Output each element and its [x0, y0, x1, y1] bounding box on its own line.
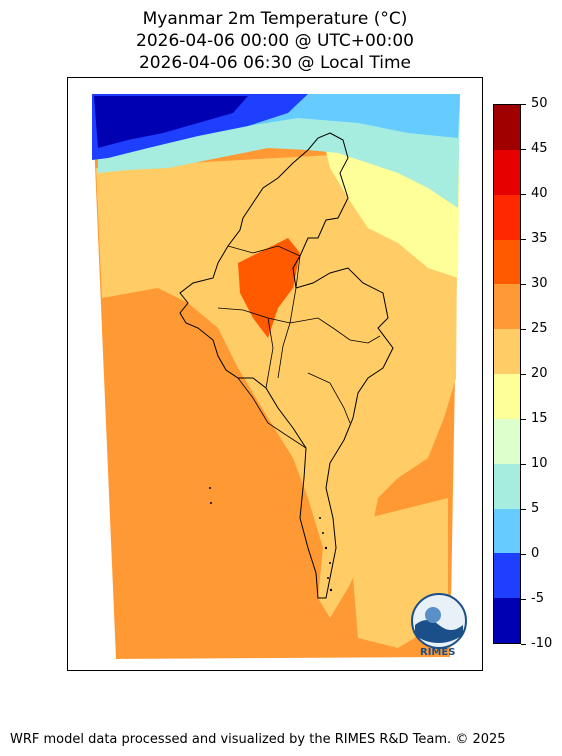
title-line-2: 2026-04-06 00:00 @ UTC+00:00 [136, 31, 414, 51]
colorbar-tick-label: 30 [531, 276, 548, 291]
colorbar-segment [494, 374, 520, 420]
temperature-field-deep [94, 96, 248, 148]
colorbar-tick-label: 0 [531, 546, 540, 561]
colorbar-tick-label: 5 [531, 501, 540, 516]
colorbar-segment [494, 329, 520, 375]
colorbar-tick [521, 464, 526, 465]
colorbar-segment [494, 418, 520, 465]
colorbar-tick-label: 20 [531, 366, 548, 381]
colorbar-tick [521, 554, 526, 555]
colorbar-segment [494, 508, 520, 554]
colorbar-tick-label: 50 [531, 96, 548, 111]
colorbar-tick [521, 599, 526, 600]
colorbar-tick [521, 284, 526, 285]
colorbar-segment [494, 105, 520, 151]
colorbar-segment [494, 149, 520, 196]
colorbar-tick [521, 419, 526, 420]
colorbar-segment [494, 598, 520, 644]
footer-credit: WRF model data processed and visualized … [10, 732, 506, 747]
colorbar-tick-label: 45 [531, 141, 548, 156]
islands [209, 487, 333, 592]
colorbar-tick-label: 25 [531, 321, 548, 336]
colorbar-tick-label: 15 [531, 411, 548, 426]
rimes-globe-icon [411, 593, 467, 649]
region-border [217, 245, 381, 449]
colorbar-tick [521, 149, 526, 150]
colorbar-segment [494, 194, 520, 240]
colorbar-tick [521, 374, 526, 375]
colorbar-tick [521, 104, 526, 105]
colorbar [493, 104, 521, 644]
colorbar-tick-label: 35 [531, 231, 548, 246]
myanmar-border [179, 132, 394, 599]
colorbar-tick-label: 40 [531, 186, 548, 201]
colorbar-tick [521, 239, 526, 240]
colorbar-tick-label: 10 [531, 456, 548, 471]
temperature-map [92, 94, 460, 659]
colorbar-tick-label: -10 [531, 636, 553, 651]
map-frame [67, 77, 483, 671]
temperature-field-mild [96, 148, 458, 618]
title-line-3: 2026-04-06 06:30 @ Local Time [138, 53, 412, 73]
colorbar-tick-label: -5 [531, 591, 544, 606]
colorbar-segment [494, 463, 520, 509]
colorbar-tick [521, 194, 526, 195]
logo-text: RIMES [420, 647, 456, 658]
colorbar-tick [521, 509, 526, 510]
colorbar-tick [521, 329, 526, 330]
colorbar-tick [521, 644, 526, 645]
colorbar-segment [494, 553, 520, 599]
title-line-1: Myanmar 2m Temperature (°C) [142, 9, 408, 29]
colorbar-segment [494, 284, 520, 330]
colorbar-segment [494, 239, 520, 285]
